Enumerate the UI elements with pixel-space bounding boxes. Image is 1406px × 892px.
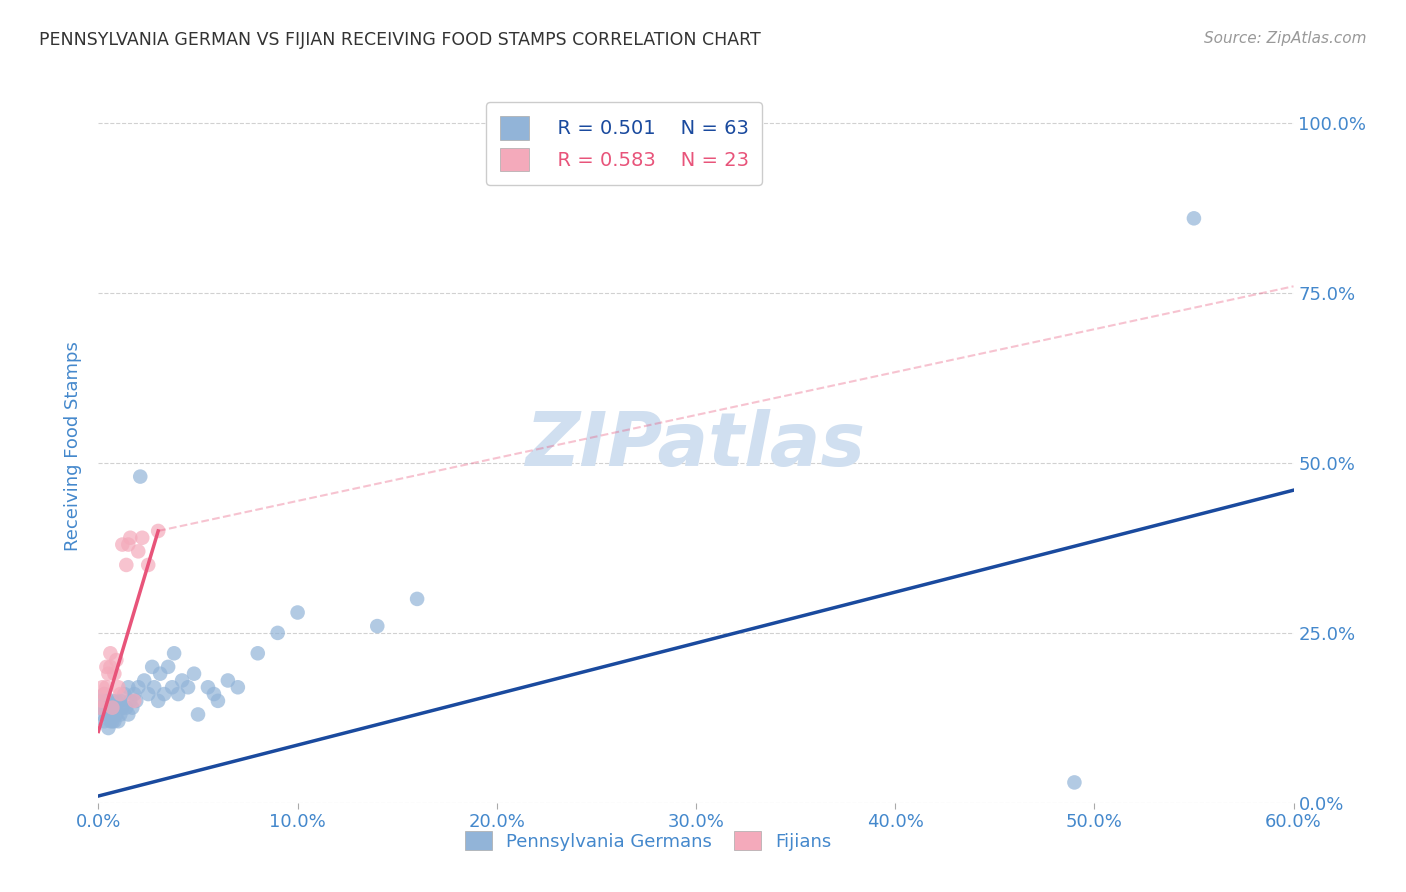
Point	[101, 694, 124, 708]
Point	[110, 707, 132, 722]
Point	[96, 660, 118, 674]
Point	[148, 694, 170, 708]
Point	[157, 660, 180, 674]
Text: ZIPatlas: ZIPatlas	[526, 409, 866, 483]
Point	[93, 687, 115, 701]
Point	[97, 694, 120, 708]
Point	[89, 700, 111, 714]
Point	[177, 680, 200, 694]
Point	[107, 680, 129, 694]
Point	[148, 524, 170, 538]
Point	[91, 680, 114, 694]
Y-axis label: Receiving Food Stamps: Receiving Food Stamps	[65, 341, 83, 551]
Point	[149, 666, 172, 681]
Point	[101, 714, 124, 729]
Point	[110, 687, 132, 701]
Point	[111, 700, 134, 714]
Point	[136, 558, 159, 572]
Point	[98, 714, 122, 729]
Point	[101, 707, 124, 722]
Point	[1182, 211, 1205, 226]
Point	[163, 646, 186, 660]
Point	[172, 673, 194, 688]
Point	[98, 646, 122, 660]
Point	[167, 687, 190, 701]
Point	[115, 700, 138, 714]
Point	[103, 700, 125, 714]
Point	[93, 714, 115, 729]
Point	[141, 660, 163, 674]
Point	[112, 687, 135, 701]
Point	[136, 687, 159, 701]
Point	[121, 700, 143, 714]
Point	[124, 687, 146, 701]
Point	[97, 666, 120, 681]
Point	[110, 694, 132, 708]
Point	[120, 531, 142, 545]
Point	[105, 694, 128, 708]
Point	[117, 537, 139, 551]
Point	[98, 700, 122, 714]
Point	[287, 606, 309, 620]
Point	[267, 626, 290, 640]
Point	[129, 469, 152, 483]
Point	[187, 707, 209, 722]
Point	[103, 714, 125, 729]
Point	[153, 687, 176, 701]
Point	[125, 694, 148, 708]
Point	[117, 680, 139, 694]
Point	[131, 531, 153, 545]
Point	[97, 721, 120, 735]
Point	[91, 694, 114, 708]
Point	[93, 687, 115, 701]
Point	[217, 673, 239, 688]
Point	[160, 680, 183, 694]
Point	[124, 694, 146, 708]
Point	[91, 694, 114, 708]
Point	[134, 673, 156, 688]
Point	[96, 680, 118, 694]
Point	[89, 700, 111, 714]
Point	[117, 707, 139, 722]
Point	[366, 619, 388, 633]
Point	[246, 646, 269, 660]
Point	[105, 653, 128, 667]
Point	[406, 591, 429, 606]
Point	[105, 707, 128, 722]
Point	[98, 660, 122, 674]
Text: PENNSYLVANIA GERMAN VS FIJIAN RECEIVING FOOD STAMPS CORRELATION CHART: PENNSYLVANIA GERMAN VS FIJIAN RECEIVING …	[39, 31, 761, 49]
Point	[101, 700, 124, 714]
Point	[96, 707, 118, 722]
Point	[202, 687, 225, 701]
Point	[197, 680, 219, 694]
Point	[127, 544, 149, 558]
Point	[103, 666, 125, 681]
Text: Source: ZipAtlas.com: Source: ZipAtlas.com	[1204, 31, 1367, 46]
Point	[1063, 775, 1085, 789]
Point	[97, 707, 120, 722]
Point	[107, 700, 129, 714]
Point	[96, 700, 118, 714]
Point	[96, 694, 118, 708]
Point	[183, 666, 205, 681]
Point	[127, 680, 149, 694]
Point	[111, 537, 134, 551]
Point	[115, 558, 138, 572]
Point	[226, 680, 249, 694]
Point	[93, 700, 115, 714]
Point	[207, 694, 229, 708]
Legend: Pennsylvania Germans, Fijians: Pennsylvania Germans, Fijians	[457, 824, 839, 858]
Point	[143, 680, 166, 694]
Point	[120, 694, 142, 708]
Point	[107, 714, 129, 729]
Point	[91, 707, 114, 722]
